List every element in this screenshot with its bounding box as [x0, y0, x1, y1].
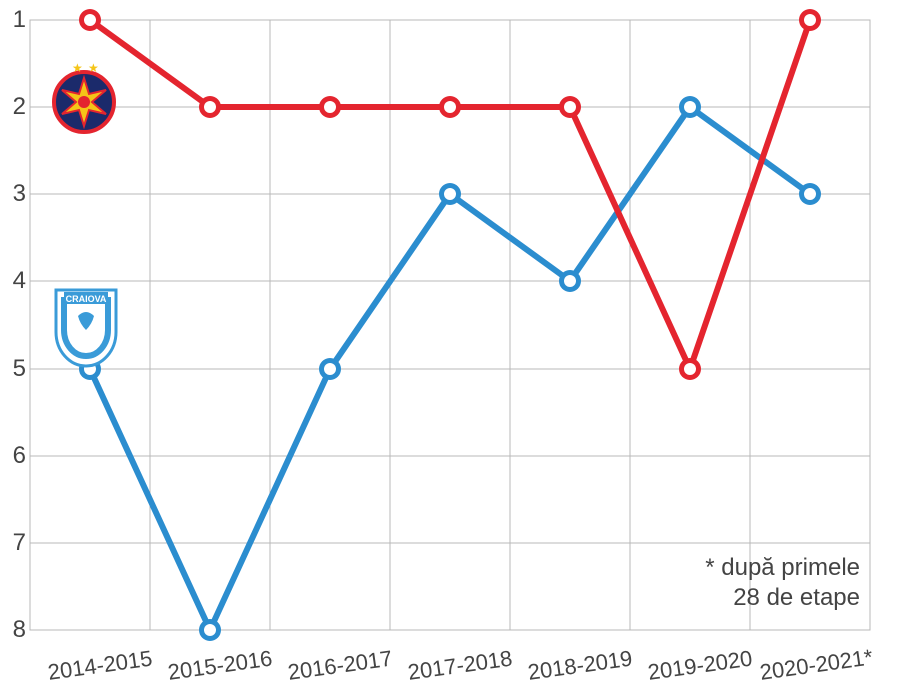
rank-chart: 1 2 3 4 5 6 7 8: [0, 0, 900, 693]
chart-footnote: * după primele 28 de etape: [705, 553, 860, 613]
footnote-line1: * după primele: [705, 554, 860, 581]
svg-text:CRAIOVA: CRAIOVA: [66, 294, 107, 304]
svg-text:★: ★: [88, 61, 99, 75]
svg-text:★: ★: [72, 61, 83, 75]
craiova-badge-icon: CRAIOVA: [56, 290, 116, 366]
footnote-line2: 28 de etape: [733, 584, 860, 611]
